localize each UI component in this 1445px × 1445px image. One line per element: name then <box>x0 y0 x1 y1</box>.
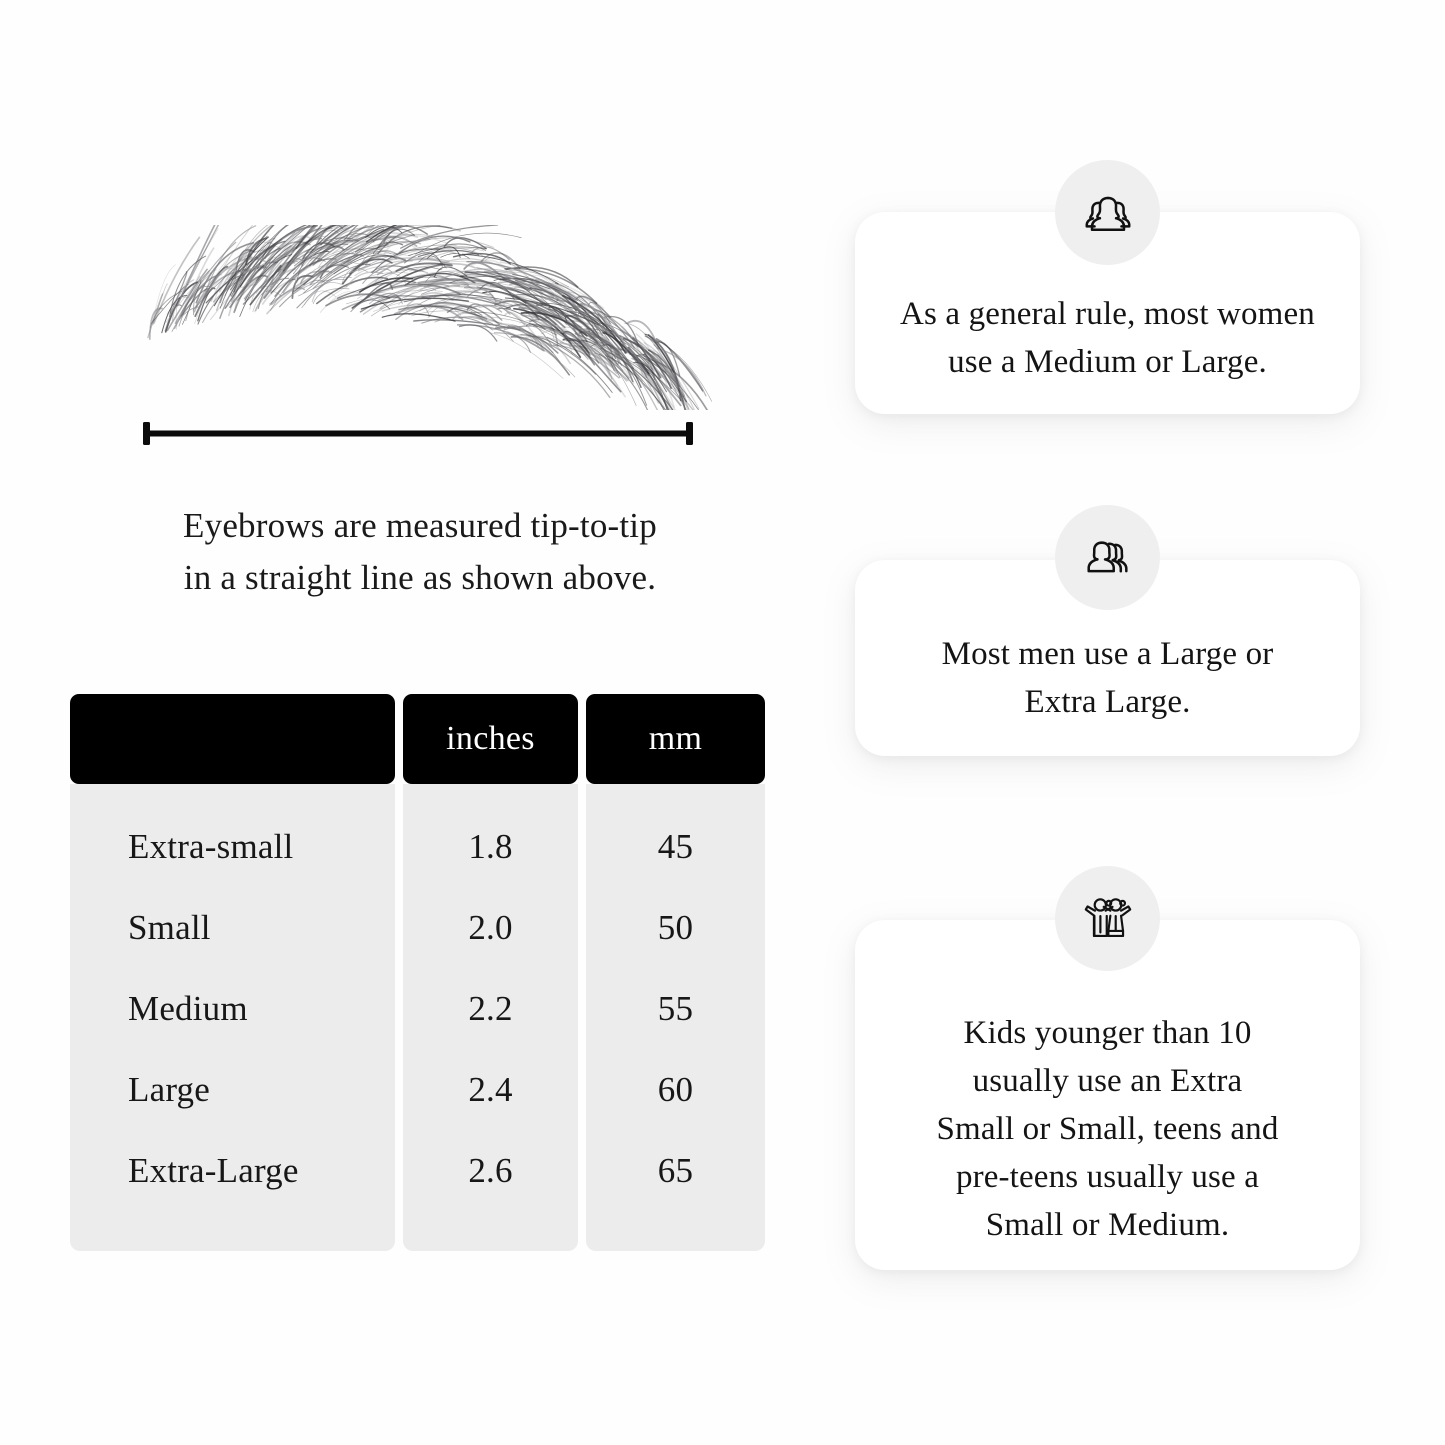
card-men-line-2: Extra Large. <box>1024 684 1191 720</box>
table-header-row: inches mm <box>70 694 766 784</box>
table-column-mm: 45 50 55 60 65 <box>586 784 765 1251</box>
card-men-text: Most men use a Large or Extra Large. <box>908 589 1308 727</box>
three-women-icon <box>1055 160 1160 265</box>
two-children-icon <box>1055 866 1160 971</box>
table-cell-inches: 2.6 <box>468 1150 513 1190</box>
table-cell-mm: 50 <box>657 907 694 947</box>
table-header-mm: mm <box>586 694 765 784</box>
table-body: Extra-small Small Medium Large Extra-Lar… <box>70 784 766 1251</box>
card-kids: Kids younger than 10 usually use an Extr… <box>855 920 1360 1270</box>
card-women-line-2: use a Medium or Large. <box>948 344 1267 380</box>
card-kids-line-5: Small or Medium. <box>985 1206 1230 1243</box>
card-women-line-1: As a general rule, most women <box>900 296 1315 333</box>
eyebrow-illustration <box>110 225 730 410</box>
caption-line-1: Eyebrows are measured tip-to-tip <box>183 506 657 545</box>
table-cell-mm: 60 <box>657 1069 694 1109</box>
table-column-size: Extra-small Small Medium Large Extra-Lar… <box>70 784 395 1251</box>
measurement-caption: Eyebrows are measured tip-to-tip in a st… <box>70 500 770 604</box>
measurement-panel: Eyebrows are measured tip-to-tip in a st… <box>70 225 770 1251</box>
measurement-bar-icon <box>143 420 693 446</box>
card-women-text: As a general rule, most women use a Medi… <box>866 239 1349 387</box>
guidance-cards-panel: As a general rule, most women use a Medi… <box>800 0 1445 1445</box>
table-row: Medium <box>128 988 248 1028</box>
card-kids-line-1: Kids younger than 10 <box>963 1015 1252 1052</box>
table-header-inches: inches <box>403 694 578 784</box>
table-row: Extra-Large <box>128 1150 299 1190</box>
card-kids-line-3: Small or Small, teens and <box>936 1111 1279 1148</box>
card-kids-line-4: pre-teens usually use a <box>955 1158 1260 1195</box>
table-header-size <box>70 694 395 784</box>
size-table: inches mm Extra-small Small Medium Large… <box>70 694 766 1251</box>
table-column-inches: 1.8 2.0 2.2 2.4 2.6 <box>403 784 578 1251</box>
table-cell-inches: 2.4 <box>468 1069 513 1109</box>
table-row: Extra-small <box>128 826 294 866</box>
table-row: Large <box>128 1069 210 1109</box>
table-cell-mm: 45 <box>657 826 694 866</box>
table-cell-inches: 2.2 <box>468 988 513 1028</box>
card-kids-line-2: usually use an Extra <box>972 1063 1243 1100</box>
three-men-icon <box>1055 505 1160 610</box>
table-cell-mm: 65 <box>657 1150 694 1190</box>
table-cell-inches: 2.0 <box>468 907 513 947</box>
caption-line-2: in a straight line as shown above. <box>183 557 657 597</box>
table-cell-mm: 55 <box>657 988 694 1028</box>
card-kids-text: Kids younger than 10 usually use an Extr… <box>903 940 1313 1249</box>
table-row: Small <box>128 907 211 947</box>
card-men-line-1: Most men use a Large or <box>941 636 1274 673</box>
table-cell-inches: 1.8 <box>468 826 513 866</box>
